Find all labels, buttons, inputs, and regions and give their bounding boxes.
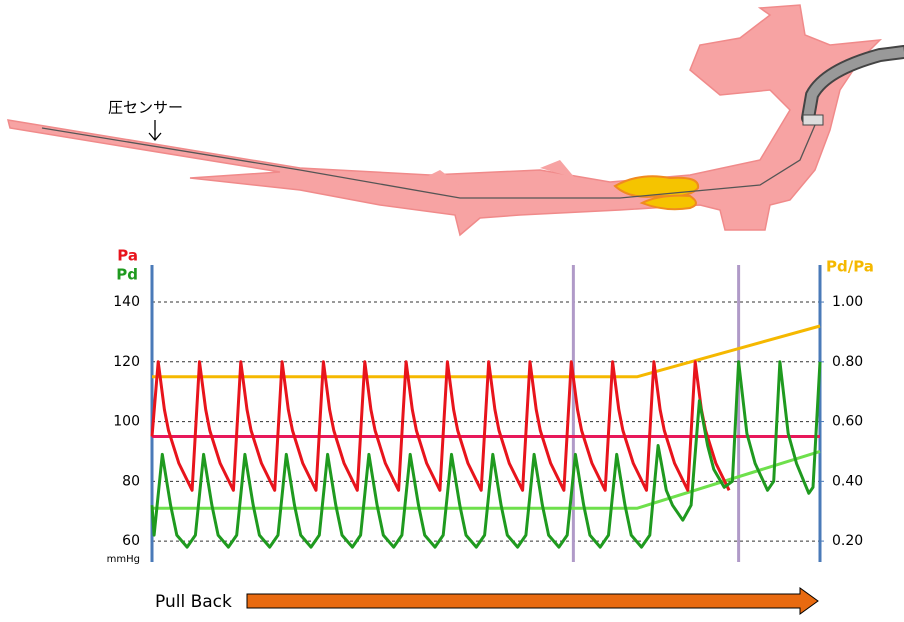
series-line (150, 360, 731, 492)
y-unit: mmHg (107, 554, 140, 565)
y2-tick-label: 0.60 (832, 414, 863, 430)
y2-tick-label: 0.40 (832, 473, 863, 489)
y-tick-label: 80 (122, 473, 140, 489)
y-tick-label: 60 (122, 533, 140, 549)
y-tick-label: 120 (113, 354, 140, 370)
vessel (6, 4, 883, 237)
plaque (639, 194, 697, 211)
y-tick-label: 140 (113, 294, 140, 310)
series-line (152, 324, 821, 379)
axis-series-title: Pd (116, 266, 138, 284)
series-line (150, 360, 822, 549)
catheter (803, 47, 904, 119)
axis-series-title: Pd/Pa (826, 258, 874, 276)
y2-tick-label: 0.80 (832, 354, 863, 370)
catheter-tip (802, 114, 824, 126)
plaque (613, 175, 700, 198)
vessel-illustration: 圧センサー (6, 4, 904, 237)
chart: 6080100120140mmHg0.200.400.600.801.00PaP… (107, 247, 874, 566)
pullback-label: Pull Back (155, 592, 232, 612)
y2-tick-label: 0.20 (832, 533, 863, 549)
branch (420, 160, 575, 185)
axis-series-title: Pa (117, 247, 138, 265)
sensor-label: 圧センサー (108, 99, 183, 117)
y-tick-label: 100 (113, 414, 140, 430)
pressure-wire (41, 124, 816, 199)
y2-tick-label: 1.00 (832, 294, 863, 310)
sensor-arrow (148, 120, 162, 141)
pullback-arrow (246, 587, 819, 615)
